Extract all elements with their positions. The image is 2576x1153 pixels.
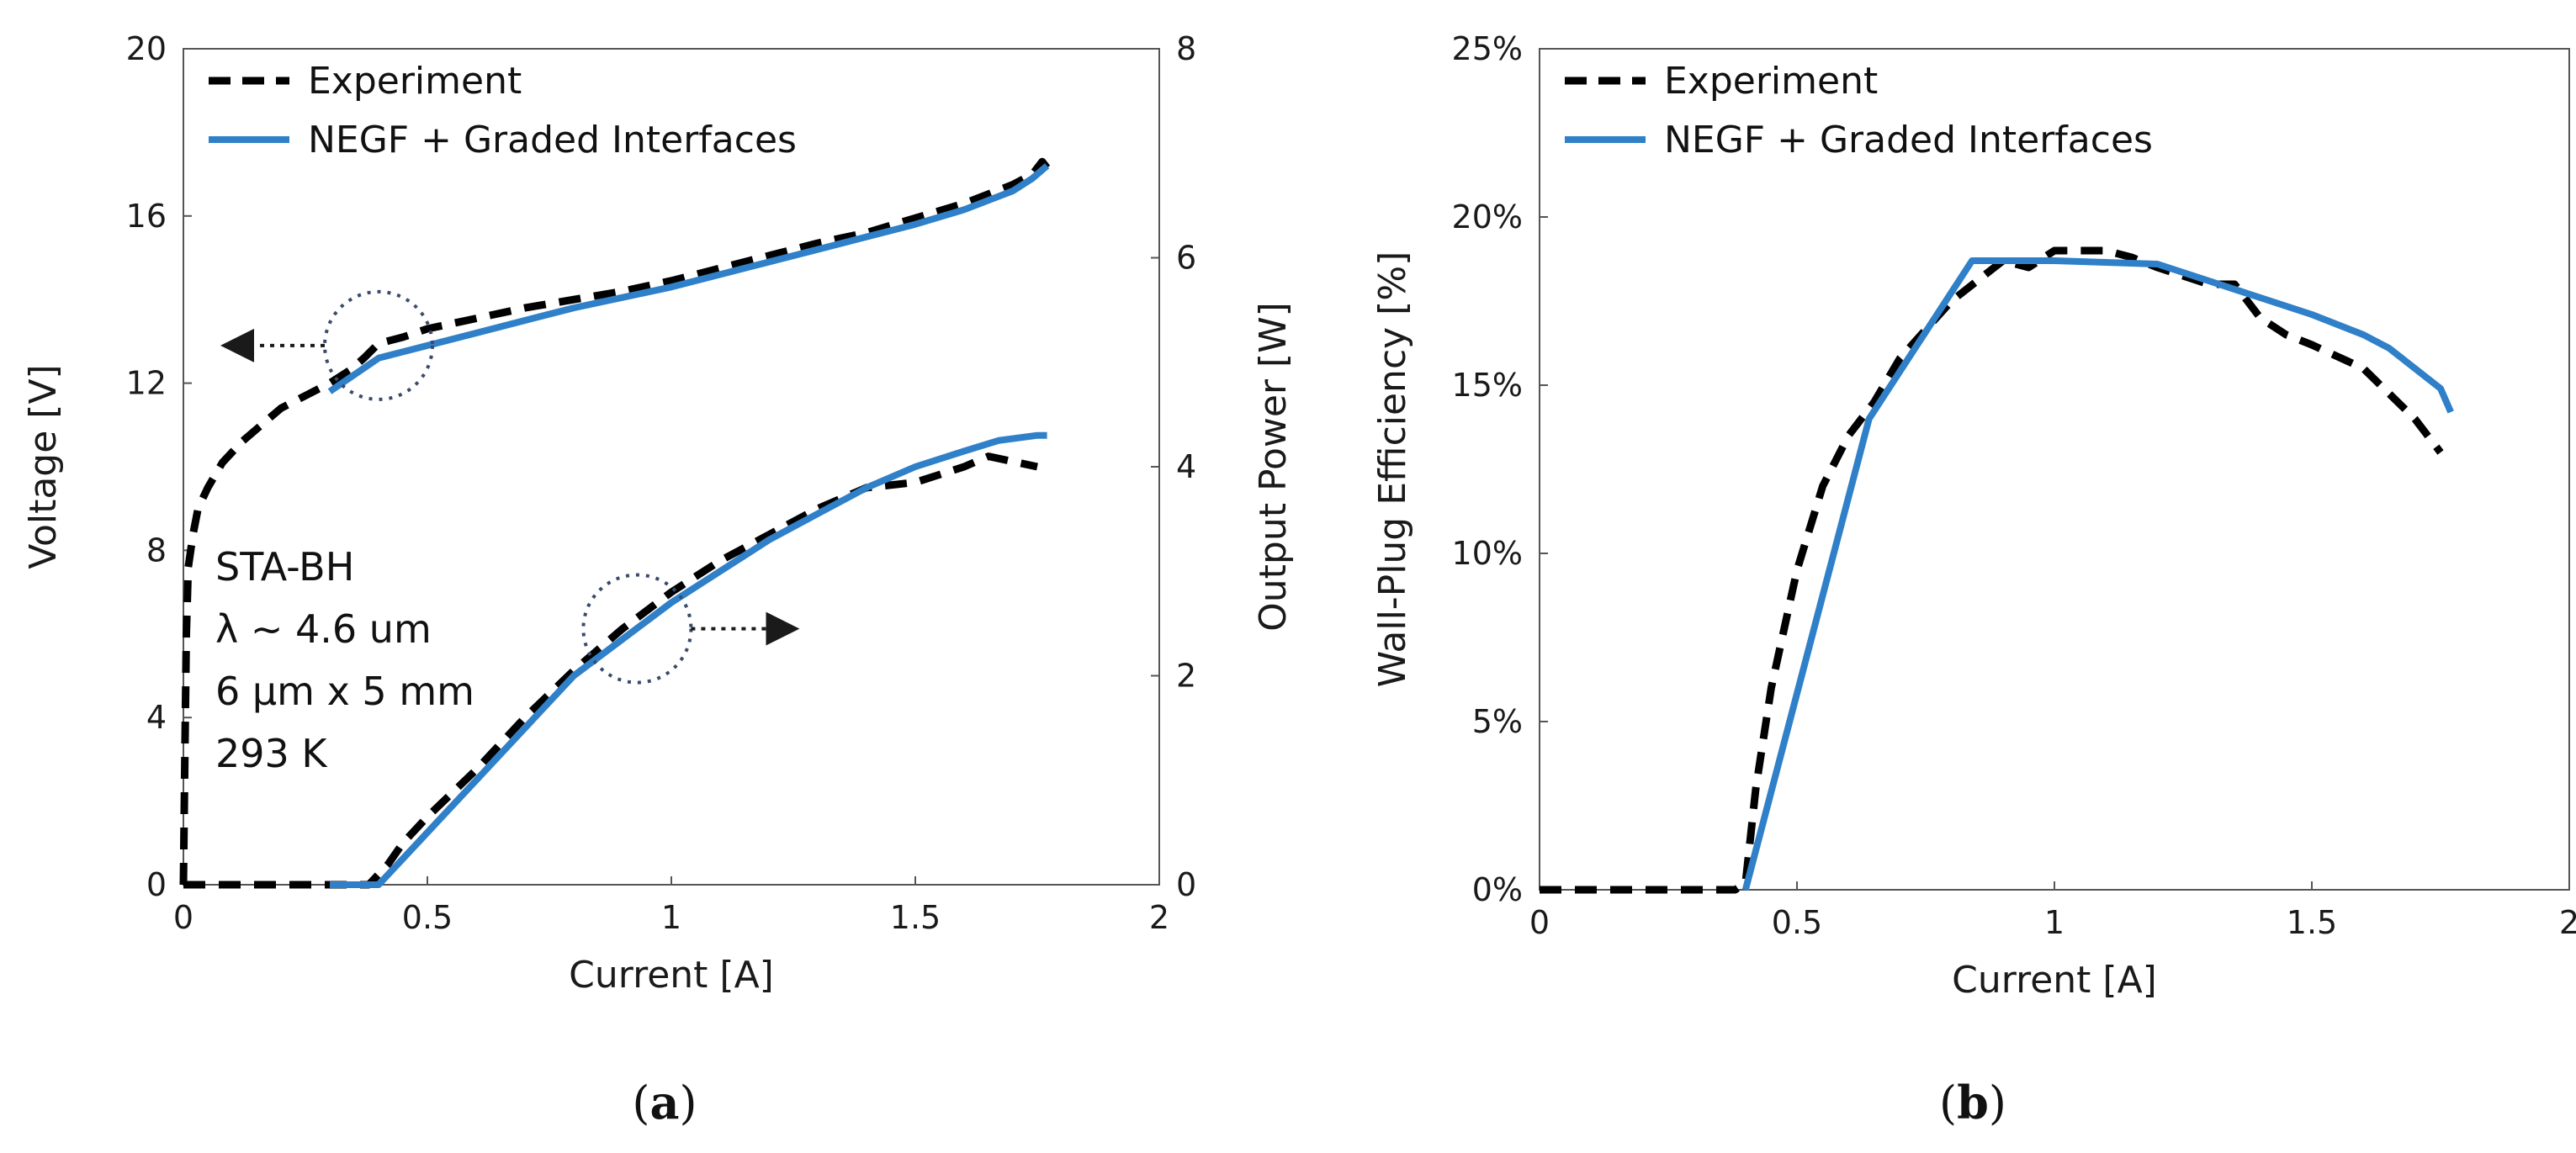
y-axis-label: Wall-Plug Efficiency [%] (1371, 251, 1414, 688)
y-tick-label: 15% (1452, 367, 1523, 404)
y2-tick-label: 8 (1176, 30, 1196, 67)
x-axis-label: Current [A] (1952, 959, 2157, 1002)
y-tick-label: 25% (1452, 30, 1523, 67)
y-tick-label: 8 (146, 532, 167, 569)
series-line (1741, 257, 2454, 891)
y2-tick-label: 0 (1176, 866, 1196, 903)
x-tick-label: 1 (2044, 904, 2065, 941)
series-line (327, 163, 1050, 394)
y-tick-label: 0 (146, 866, 167, 903)
y-axis-label: Voltage [V] (22, 364, 65, 569)
y-tick-label: 10% (1452, 535, 1523, 572)
legend-label: NEGF + Graded Interfaces (308, 119, 797, 161)
y2-tick-label: 4 (1176, 448, 1196, 485)
plot-frame (183, 48, 1160, 886)
x-tick-label: 0 (1529, 904, 1550, 941)
y2-tick-label: 6 (1176, 240, 1196, 277)
x-tick-label: 0 (173, 899, 193, 936)
plot-frame (1539, 48, 2570, 891)
caption-b: (b) (1939, 1076, 2006, 1129)
annotation-line: STA-BH (215, 544, 354, 590)
y-tick-label: 20% (1452, 198, 1523, 235)
x-tick-label: 1.5 (2287, 904, 2337, 941)
y2-axis-label: Output Power [W] (1252, 302, 1295, 632)
series-line (330, 431, 1047, 888)
y-tick-label: 16 (126, 198, 167, 235)
x-tick-label: 2 (1149, 899, 1169, 936)
y-tick-label: 20 (126, 30, 167, 67)
x-tick-label: 2 (2559, 904, 2576, 941)
series-line (1540, 246, 2444, 894)
series-line (179, 157, 1051, 886)
y-tick-label: 0% (1472, 871, 1523, 908)
series-line (183, 452, 1038, 889)
x-tick-label: 0.5 (402, 899, 453, 936)
x-tick-label: 0.5 (1772, 904, 1822, 941)
annotation-line: 293 K (215, 731, 328, 776)
legend-label: Experiment (308, 60, 522, 103)
y-tick-label: 12 (126, 365, 167, 402)
callout-circle-voltage (323, 289, 434, 401)
annotation-line: 6 μm x 5 mm (215, 669, 474, 714)
y2-tick-label: 2 (1176, 658, 1196, 695)
x-axis-label: Current [A] (569, 954, 774, 997)
chart-panel-b: 0 0.5 1 1.5 20%5%10%15%20%25%Current [A]Wall… (1371, 30, 2576, 1002)
annotation-line: λ ~ 4.6 um (215, 606, 432, 652)
legend-label: NEGF + Graded Interfaces (1664, 119, 2153, 161)
legend-label: Experiment (1664, 60, 1878, 103)
y-tick-label: 5% (1472, 703, 1523, 740)
y-tick-label: 4 (146, 699, 167, 736)
x-tick-label: 1 (661, 899, 681, 936)
x-tick-label: 1.5 (890, 899, 941, 936)
caption-a: (a) (632, 1076, 697, 1129)
